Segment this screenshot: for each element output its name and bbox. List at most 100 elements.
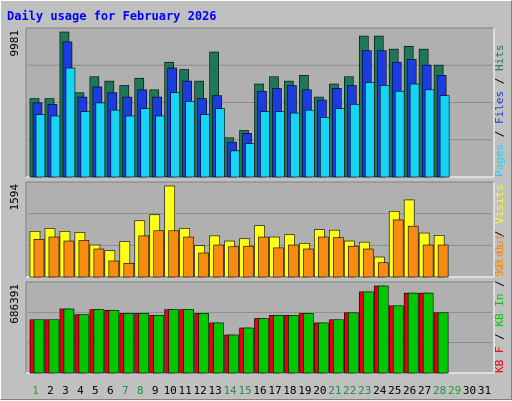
bar-kb-in-day-26 (407, 292, 419, 374)
legend-item-pages: Pages (493, 144, 506, 177)
bar-sites-day-19 (303, 248, 314, 278)
bar-pages-day-25 (394, 90, 405, 178)
bar-sites-day-5 (93, 248, 105, 278)
bar-sites-day-27 (422, 244, 434, 278)
day-label-17: 17 (268, 384, 281, 397)
y-max-label-2: 1594 (8, 184, 21, 211)
legend-item-sites: Sites (493, 244, 506, 277)
bar-kb-in-day-4 (78, 314, 90, 374)
day-label-25: 25 (388, 384, 401, 397)
bar-pages-day-3 (65, 67, 76, 178)
bar-sites-day-23 (362, 248, 374, 278)
bar-pages-day-11 (185, 101, 195, 178)
day-label-27: 27 (418, 384, 431, 397)
legend-2: Sites / Visits (493, 184, 506, 277)
legend-item-kb-out: KB Out (493, 234, 506, 274)
bar-sites-day-3 (63, 240, 75, 278)
day-label-13: 13 (208, 384, 221, 397)
bar-sites-day-6 (108, 260, 120, 278)
bar-sites-day-24 (377, 262, 389, 278)
bar-sites-day-9 (153, 230, 165, 278)
bar-kb-in-day-5 (93, 309, 105, 374)
bar-pages-day-28 (439, 95, 450, 178)
legend-item-kb-f: KB F (493, 347, 506, 374)
day-label-20: 20 (313, 384, 326, 397)
bar-pages-day-10 (170, 92, 181, 178)
bar-pages-day-2 (50, 115, 61, 178)
bar-sites-day-16 (258, 236, 269, 278)
bar-sites-day-8 (138, 235, 150, 278)
day-label-1: 1 (32, 384, 39, 397)
legend-1: Pages / Files / Hits (493, 45, 506, 178)
day-label-3: 3 (62, 384, 69, 397)
day-label-7: 7 (122, 384, 129, 397)
bar-kb-in-day-10 (168, 309, 180, 374)
bar-pages-day-7 (125, 115, 136, 178)
day-label-19: 19 (298, 384, 311, 397)
bar-kb-in-day-17 (273, 315, 284, 374)
day-label-8: 8 (137, 384, 144, 397)
bar-kb-in-day-22 (348, 312, 359, 374)
bar-sites-day-18 (288, 244, 299, 278)
day-label-29: 29 (448, 384, 461, 397)
day-label-16: 16 (253, 384, 266, 397)
day-label-9: 9 (152, 384, 159, 397)
legend-separator: / (493, 124, 506, 144)
bar-pages-day-18 (290, 112, 300, 178)
bar-kb-in-day-8 (138, 313, 150, 374)
bar-kb-in-day-21 (333, 319, 344, 374)
y-max-label-3: 686391 (8, 284, 21, 324)
day-label-6: 6 (107, 384, 114, 397)
bar-kb-in-day-7 (123, 313, 135, 374)
bar-kb-in-day-24 (377, 285, 389, 374)
bar-pages-day-21 (335, 108, 345, 178)
bar-kb-in-day-25 (392, 305, 404, 374)
bar-kb-in-day-3 (63, 308, 75, 374)
bar-pages-day-17 (275, 111, 285, 178)
bar-pages-day-27 (424, 89, 435, 178)
bar-kb-in-day-9 (153, 315, 165, 374)
legend-3: KB F / KB In / KB Out (493, 234, 506, 373)
bar-pages-day-24 (379, 85, 390, 178)
bar-pages-day-5 (95, 102, 106, 178)
bar-pages-day-14 (230, 150, 240, 178)
legend-item-visits: Visits (493, 184, 506, 224)
day-label-22: 22 (343, 384, 356, 397)
bar-kb-in-day-12 (198, 313, 209, 374)
bar-pages-day-12 (200, 114, 210, 178)
day-label-15: 15 (238, 384, 251, 397)
chart-title: Daily usage for February 2026 (7, 9, 217, 23)
bar-sites-day-26 (407, 225, 419, 278)
bar-pages-day-4 (80, 111, 91, 178)
bar-kb-in-day-13 (213, 322, 224, 374)
bar-pages-day-9 (155, 115, 166, 178)
day-label-5: 5 (92, 384, 99, 397)
bar-pages-day-6 (110, 109, 121, 178)
bar-sites-day-12 (198, 252, 209, 278)
bar-pages-day-1 (35, 114, 46, 178)
legend-separator: / (493, 327, 506, 347)
day-label-24: 24 (373, 384, 387, 397)
bar-kb-in-day-11 (183, 309, 194, 374)
day-label-21: 21 (328, 384, 341, 397)
day-label-4: 4 (77, 384, 84, 397)
legend-separator: / (493, 71, 506, 91)
bar-sites-day-25 (392, 219, 404, 278)
bar-sites-day-7 (123, 262, 135, 278)
day-label-11: 11 (179, 384, 192, 397)
bar-kb-in-day-16 (258, 318, 269, 374)
bar-sites-day-20 (318, 236, 329, 278)
bar-sites-day-4 (78, 240, 90, 278)
bar-kb-in-day-14 (228, 334, 239, 374)
bar-pages-day-8 (140, 108, 151, 178)
bar-pages-day-13 (215, 108, 225, 178)
legend-separator: / (493, 274, 506, 294)
bar-sites-day-21 (333, 237, 344, 278)
bar-kb-in-day-15 (243, 327, 254, 374)
bar-kb-in-day-1 (33, 319, 45, 374)
bar-sites-day-28 (437, 244, 449, 278)
bar-sites-day-11 (183, 236, 194, 278)
legend-separator: / (493, 224, 506, 244)
